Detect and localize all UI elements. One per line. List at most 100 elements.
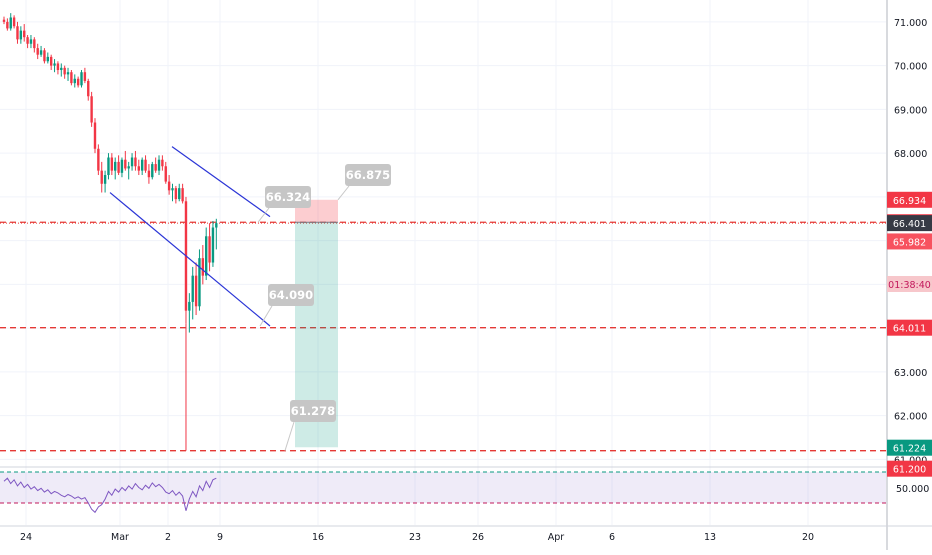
candle-body xyxy=(134,157,137,167)
candle-body xyxy=(12,17,16,27)
time-tick-label: 26 xyxy=(472,532,484,543)
price-tag-label: 64.011 xyxy=(893,324,926,335)
candle-body xyxy=(60,67,63,71)
candle-body xyxy=(140,159,144,171)
time-axis[interactable]: 24 Mar 2 9 16 23 26 Apr 6 13 20 xyxy=(0,525,932,543)
candle-body xyxy=(80,72,83,86)
time-tick-label: Mar xyxy=(111,532,129,543)
callout-pointer xyxy=(257,207,270,223)
candle-body xyxy=(97,148,100,171)
callout-box xyxy=(345,164,391,186)
callout-label: 61.278 xyxy=(291,404,335,418)
time-tick-label: 20 xyxy=(802,532,814,543)
time-tick-label: 2 xyxy=(165,532,171,543)
candle-body xyxy=(157,159,161,171)
time-tick-label: 9 xyxy=(217,532,223,543)
candle-body xyxy=(205,236,208,276)
candle-body xyxy=(110,157,114,171)
channel-upper-line xyxy=(171,146,271,218)
time-tick-label: 6 xyxy=(609,532,615,543)
price-tick-label: 63.000 xyxy=(894,368,927,379)
candle-body xyxy=(6,21,9,29)
candle-body xyxy=(161,159,164,167)
price-tag xyxy=(887,439,932,456)
time-tick-label: 23 xyxy=(409,532,421,543)
candle-body xyxy=(147,170,151,178)
time-tick-label: 13 xyxy=(704,532,716,543)
candle-body xyxy=(117,161,120,173)
candle-body xyxy=(23,30,26,38)
candle-body xyxy=(36,48,39,55)
candle-body xyxy=(144,159,147,171)
candle-body xyxy=(167,181,171,191)
candle-body xyxy=(178,188,181,200)
candle-body xyxy=(76,78,80,86)
candle-body xyxy=(154,164,157,171)
price-tag-label: 61.224 xyxy=(893,444,926,455)
price-tag xyxy=(887,460,932,477)
callout-pointer xyxy=(259,305,273,327)
current-price-tag xyxy=(887,215,932,232)
countdown-label: 01:38:40 xyxy=(888,280,931,291)
price-tag xyxy=(887,319,932,336)
price-tick-label: 71.000 xyxy=(894,18,927,29)
rsi-pane xyxy=(0,466,932,514)
candle-body xyxy=(16,26,19,40)
price-callouts[interactable]: 66.875 66.324 64.090 61.278 xyxy=(257,164,391,451)
candle-body xyxy=(46,56,50,62)
candle-body xyxy=(9,17,12,29)
candle-body xyxy=(49,56,53,66)
price-tag xyxy=(887,191,932,208)
candle-body xyxy=(73,78,76,84)
candle-body xyxy=(124,159,127,169)
candle-body xyxy=(56,63,60,71)
price-tick-label: 69.000 xyxy=(894,105,927,116)
countdown-tag xyxy=(887,276,932,292)
callout-box xyxy=(265,186,311,208)
candle-body xyxy=(39,50,43,55)
candle-body xyxy=(151,164,154,178)
callout-pointer xyxy=(284,421,295,451)
candle-body xyxy=(107,157,110,176)
candle-body xyxy=(201,258,205,276)
current-price-label: 66.401 xyxy=(893,219,926,230)
candle-body xyxy=(120,159,124,173)
price-tick-label: 70.000 xyxy=(894,62,927,73)
candle-body xyxy=(137,166,140,171)
candle-body xyxy=(83,72,87,81)
price-tag-label: 66.934 xyxy=(893,196,926,207)
candle-body xyxy=(188,301,191,311)
candle-body xyxy=(174,188,178,200)
callout-box xyxy=(268,284,314,306)
candle-body xyxy=(100,170,103,184)
price-tag-label: 61.200 xyxy=(893,465,926,476)
time-tick-label: 24 xyxy=(20,532,32,543)
callout-label: 66.875 xyxy=(346,168,390,182)
candle-body xyxy=(114,161,117,171)
price-tick-label: 62.000 xyxy=(894,412,927,423)
descending-channel[interactable] xyxy=(109,146,271,327)
candle-body xyxy=(171,188,174,191)
price-axis[interactable]: 61.00062.00063.00064.00065.00066.00067.0… xyxy=(886,0,932,550)
candle-body xyxy=(2,19,6,22)
rsi-line xyxy=(3,477,217,514)
price-tag xyxy=(887,233,932,250)
candle-body xyxy=(70,72,73,84)
candle-body xyxy=(164,166,167,182)
grid xyxy=(0,0,886,525)
candle-body xyxy=(29,39,33,44)
candle-body xyxy=(127,166,130,169)
callout-pointer xyxy=(337,185,350,201)
candlestick-series xyxy=(2,13,218,451)
candle-body xyxy=(19,30,23,40)
candle-body xyxy=(191,275,194,302)
candle-body xyxy=(63,67,66,75)
candle-body xyxy=(198,258,201,307)
price-tag-label: 65.982 xyxy=(893,237,926,248)
candle-body xyxy=(26,37,29,44)
candle-body xyxy=(53,63,56,66)
candle-body xyxy=(93,122,97,149)
candle-body xyxy=(211,227,215,263)
